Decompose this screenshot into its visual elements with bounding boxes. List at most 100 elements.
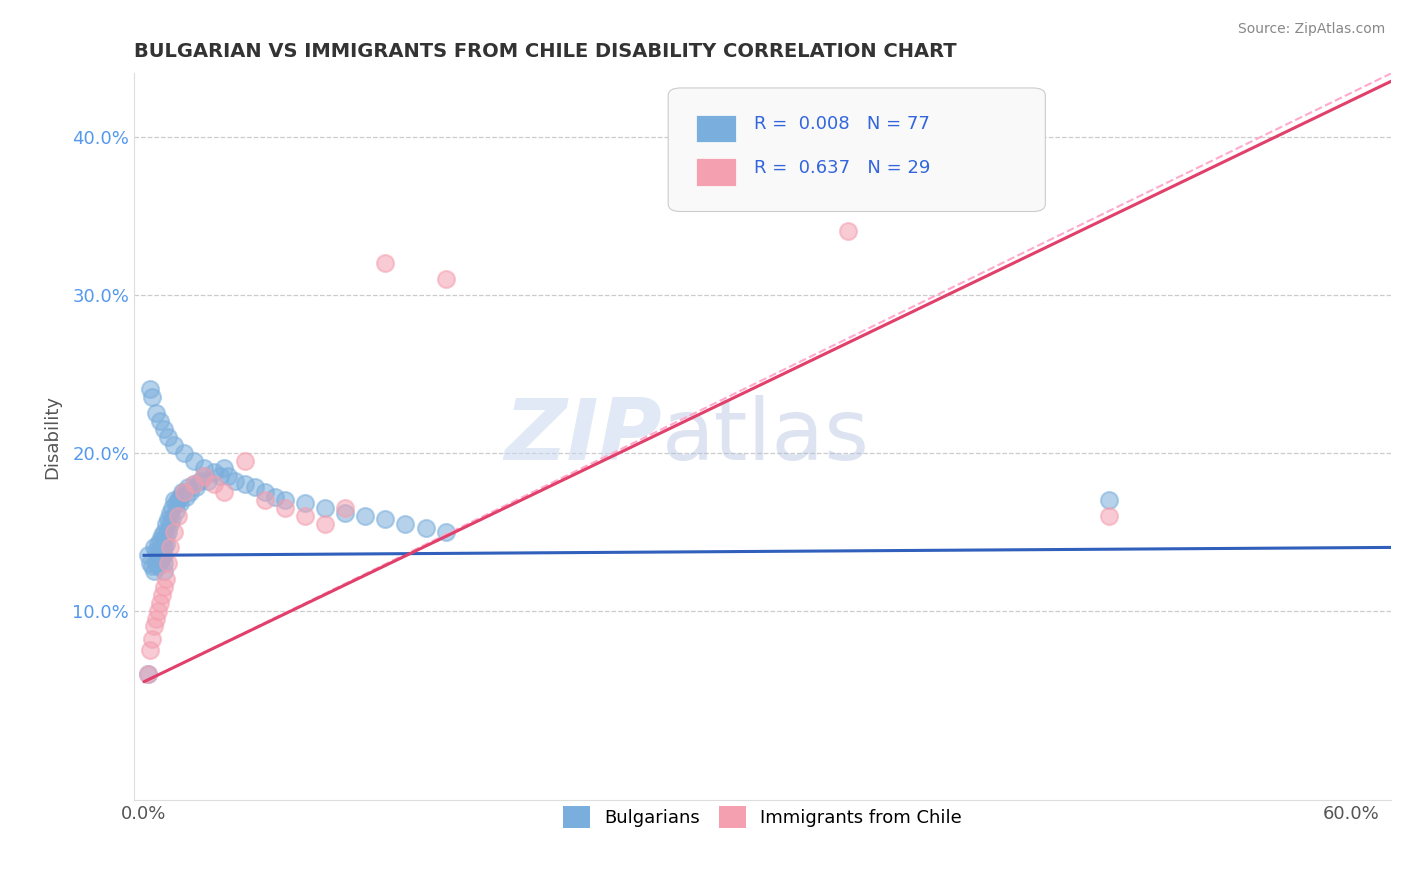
Point [1098,508,1121,523]
Point [149,553,172,567]
Point [186,480,208,494]
Text: BULGARIAN VS IMMIGRANTS FROM CHILE DISABILITY CORRELATION CHART: BULGARIAN VS IMMIGRANTS FROM CHILE DISAB… [134,42,956,61]
Point [145,406,167,420]
Point [155,572,177,586]
Text: Source: ZipAtlas.com: Source: ZipAtlas.com [1237,22,1385,37]
Point [159,506,181,520]
Point [143,541,166,555]
Point [153,541,176,555]
Point [165,496,187,510]
Point [415,521,437,535]
Point [173,485,195,500]
Text: atlas: atlas [662,395,870,478]
Point [204,465,226,479]
Text: R =  0.637   N = 29: R = 0.637 N = 29 [754,159,929,177]
Point [136,666,159,681]
Point [197,474,219,488]
Point [155,516,177,531]
Point [157,524,180,539]
Point [146,537,169,551]
Point [233,453,256,467]
Point [173,485,195,500]
Point [274,500,297,515]
Point [314,516,336,531]
Point [153,556,176,570]
FancyBboxPatch shape [696,159,737,186]
Point [214,461,236,475]
Point [333,506,356,520]
Point [157,430,180,444]
Point [169,490,191,504]
Point [136,666,159,681]
Point [145,611,167,625]
Point [374,512,396,526]
Point [145,543,167,558]
Point [160,512,183,526]
Point [163,493,186,508]
Text: ZIP: ZIP [505,395,662,478]
Text: R =  0.008   N = 77: R = 0.008 N = 77 [754,115,929,133]
Point [183,453,205,467]
Point [139,643,162,657]
Point [253,485,276,500]
Point [149,533,172,547]
Point [155,537,177,551]
Point [141,632,163,646]
Point [153,533,176,547]
Point [253,493,276,508]
Point [165,504,187,518]
Point [139,383,162,397]
Point [333,500,356,515]
Point [394,516,416,531]
Point [173,445,195,459]
Point [150,528,173,542]
Point [214,485,236,500]
FancyBboxPatch shape [696,115,737,143]
Point [167,493,190,508]
Point [159,516,181,531]
Point [204,477,226,491]
Point [193,461,215,475]
Point [163,438,186,452]
Point [163,524,186,539]
Point [1098,493,1121,508]
Point [183,477,205,491]
Point [141,390,163,404]
Point [193,469,215,483]
Point [157,512,180,526]
Point [263,490,285,504]
Point [354,508,377,523]
Point [146,559,169,574]
Point [193,469,215,483]
Point [274,493,297,508]
Point [149,543,172,558]
Point [837,224,859,238]
Point [160,500,183,515]
Point [146,547,169,561]
Point [243,480,266,494]
Point [143,619,166,633]
Point [179,485,201,500]
Point [149,414,172,428]
Point [153,549,176,563]
Point [218,469,240,483]
Point [177,480,200,494]
Point [233,477,256,491]
Point [153,580,176,594]
Point [145,556,167,570]
Point [167,508,190,523]
Point [143,564,166,578]
Point [153,564,176,578]
Point [146,604,169,618]
Point [149,596,172,610]
Point [294,496,316,510]
Legend: Bulgarians, Immigrants from Chile: Bulgarians, Immigrants from Chile [555,798,969,835]
FancyBboxPatch shape [668,88,1045,211]
Point [169,496,191,510]
Point [434,524,457,539]
Point [136,549,159,563]
Point [153,524,176,539]
Point [209,469,232,483]
Point [174,490,197,504]
Point [294,508,316,523]
